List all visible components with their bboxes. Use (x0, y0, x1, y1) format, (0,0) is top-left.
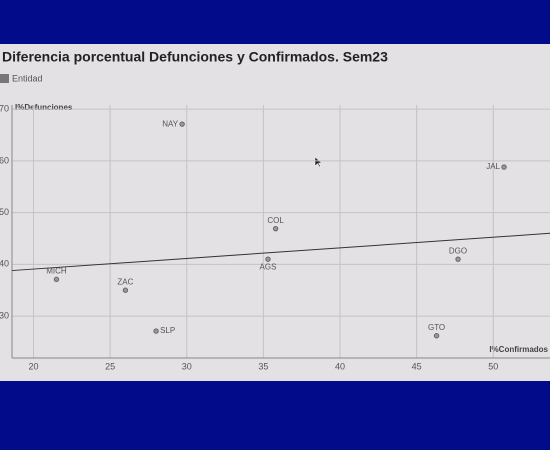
point-label: AGS (260, 262, 277, 271)
point (122, 287, 129, 293)
point (272, 225, 279, 232)
x-tick-label: 45 (412, 361, 422, 371)
point (501, 164, 507, 170)
chart-title: Diferencia porcentual Defunciones y Conf… (2, 49, 388, 65)
legend-label: Entidad (12, 73, 43, 83)
x-axis-label: I%Confirmados (489, 345, 548, 354)
legend-swatch (0, 74, 9, 83)
trend-line (11, 232, 550, 272)
point (265, 256, 271, 262)
point (455, 256, 461, 262)
point-label: NAY (162, 119, 179, 128)
y-tick-label: 70 (0, 104, 9, 114)
x-tick-label: 30 (182, 361, 192, 371)
mouse-cursor (314, 156, 323, 168)
x-tick-label: 20 (28, 361, 38, 371)
x-tick-label: 50 (488, 361, 498, 371)
x-tick-label: 35 (258, 361, 268, 371)
point-label: DGO (449, 246, 467, 255)
point (53, 276, 60, 283)
x-tick-label: 40 (335, 361, 345, 371)
y-tick-label: 30 (0, 310, 9, 320)
y-axis-label: I%Defunciones (15, 103, 73, 112)
y-tick-label: 50 (0, 207, 9, 217)
x-tick-label: 25 (105, 361, 115, 371)
point-label: GTO (428, 323, 445, 332)
point-label: ZAC (117, 277, 133, 286)
point-label: JAL (486, 162, 500, 171)
point-label: MICH (46, 266, 67, 275)
point (179, 121, 185, 127)
point-label: COL (267, 216, 284, 225)
y-tick-label: 40 (0, 259, 9, 269)
y-tick-label: 60 (0, 155, 9, 165)
point (153, 328, 159, 334)
point-label: SLP (160, 326, 175, 335)
point (433, 333, 440, 339)
